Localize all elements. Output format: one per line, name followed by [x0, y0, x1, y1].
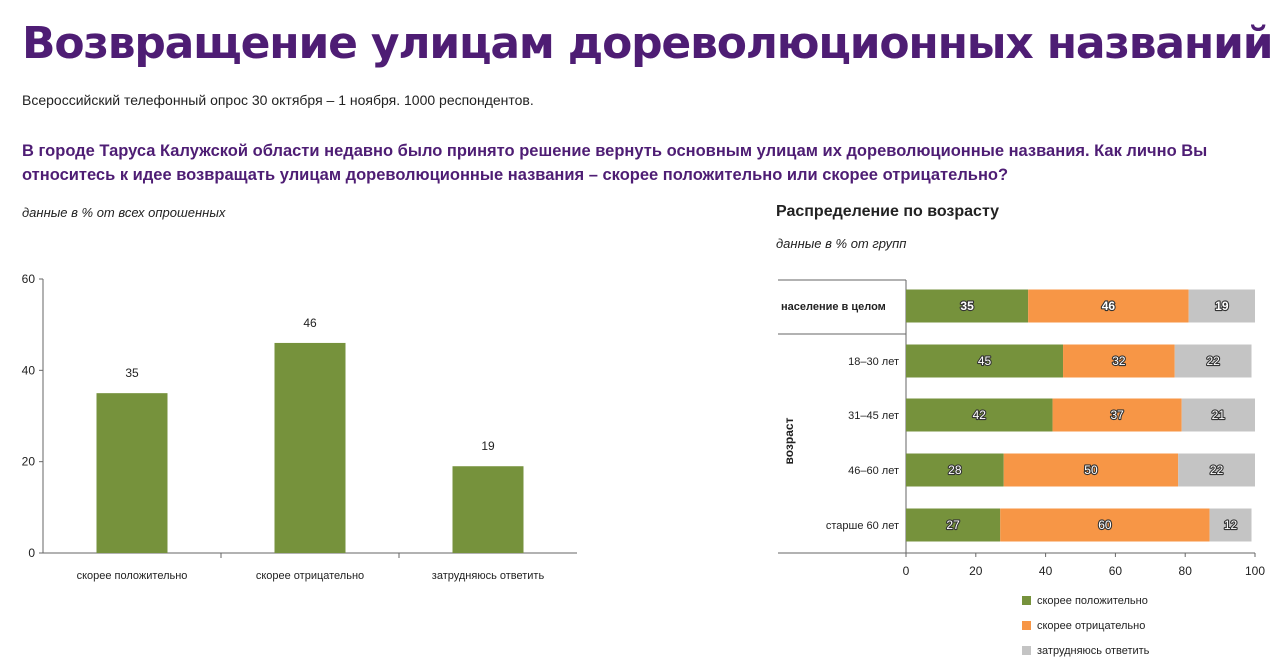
stacked-bar-segment — [906, 398, 1053, 432]
stacked-bar-segment — [1188, 289, 1255, 323]
legend-item-negative: скорее отрицательно — [1022, 613, 1149, 638]
bar-value-label: 35 — [125, 366, 139, 380]
y-tick-label: 40 — [22, 363, 36, 377]
segment-value-label: 22 — [1210, 463, 1224, 477]
stacked-bar-segment — [1028, 289, 1189, 323]
bar-value-label: 46 — [303, 316, 317, 330]
row-category-label: 46–60 лет — [848, 465, 899, 477]
segment-value-label: 12 — [1224, 518, 1238, 532]
stacked-bar-segment — [906, 289, 1029, 323]
bar — [96, 393, 168, 553]
legend-swatch-unsure — [1022, 646, 1031, 655]
legend-label-negative: скорее отрицательно — [1037, 619, 1146, 632]
legend-swatch-positive — [1022, 596, 1031, 605]
x-tick-label: 100 — [1245, 564, 1265, 578]
bar — [274, 342, 346, 553]
row-category-label: 18–30 лет — [848, 356, 899, 368]
survey-question: В городе Таруса Калужской области недавн… — [22, 142, 1208, 184]
segment-value-label: 37 — [1110, 408, 1124, 422]
age-group-axis-label: возраст — [782, 417, 796, 464]
stacked-bar-segment — [906, 508, 1001, 542]
y-tick-label: 20 — [22, 455, 36, 469]
segment-value-label: 46 — [1102, 299, 1116, 313]
x-category-label: затрудняюсь ответить — [432, 570, 545, 582]
bar-value-label: 19 — [481, 439, 495, 453]
row-category-label: 31–45 лет — [848, 410, 899, 422]
segment-value-label: 21 — [1212, 408, 1226, 422]
x-tick-label: 40 — [1039, 564, 1053, 578]
stacked-bar-segment — [1000, 508, 1210, 542]
stacked-bar-segment — [1181, 398, 1255, 432]
y-tick-label: 0 — [28, 546, 35, 560]
x-category-label: скорее положительно — [77, 570, 188, 582]
legend-swatch-negative — [1022, 621, 1031, 630]
segment-value-label: 27 — [946, 518, 960, 532]
x-tick-label: 80 — [1179, 564, 1193, 578]
age-chart-title: Распределение по возрасту — [776, 203, 1000, 220]
survey-description: Всероссийский телефонный опрос 30 октябр… — [22, 92, 534, 108]
x-tick-label: 0 — [903, 564, 910, 578]
segment-value-label: 60 — [1098, 518, 1112, 532]
stacked-bar-segment — [1003, 453, 1179, 487]
x-tick-label: 20 — [969, 564, 983, 578]
row-category-label: население в целом — [781, 301, 886, 313]
stacked-bar-segment — [1063, 344, 1175, 378]
segment-value-label: 22 — [1206, 354, 1220, 368]
overall-bar-chart: 0 20 40 60 35 скорее положительно 46 скорее отр… — [22, 272, 577, 582]
segment-value-label: 32 — [1112, 354, 1126, 368]
x-category-label: скорее отрицательно — [256, 570, 364, 582]
legend-item-unsure: затрудняюсь ответить — [1022, 638, 1149, 663]
row-category-label: старше 60 лет — [826, 520, 899, 532]
legend-label-positive: скорее положительно — [1037, 594, 1148, 607]
segment-value-label: 35 — [960, 299, 974, 313]
segment-value-label: 19 — [1215, 299, 1229, 313]
segment-value-label: 45 — [978, 354, 992, 368]
bar — [452, 466, 524, 553]
stacked-bar-segment — [906, 453, 1004, 487]
y-tick-label: 60 — [22, 272, 36, 286]
left-chart-note: данные в % от всех опрошенных — [22, 205, 226, 220]
x-tick-label: 60 — [1109, 564, 1123, 578]
legend-label-unsure: затрудняюсь ответить — [1037, 644, 1150, 657]
segment-value-label: 42 — [973, 408, 987, 422]
legend-item-positive: скорее положительно — [1022, 588, 1149, 613]
stacked-bar-segment — [1174, 344, 1252, 378]
page-title: Возвращение улицам дореволюционных назва… — [22, 18, 1274, 69]
segment-value-label: 50 — [1084, 463, 1098, 477]
stacked-bar-segment — [1178, 453, 1255, 487]
age-chart-legend: скорее положительно скорее отрицательно … — [1022, 588, 1149, 663]
stacked-bar-segment — [1052, 398, 1182, 432]
age-chart-note: данные в % от групп — [776, 236, 907, 251]
segment-value-label: 28 — [948, 463, 962, 477]
stacked-bar-segment — [1209, 508, 1252, 542]
stacked-bar-segment — [906, 344, 1064, 378]
